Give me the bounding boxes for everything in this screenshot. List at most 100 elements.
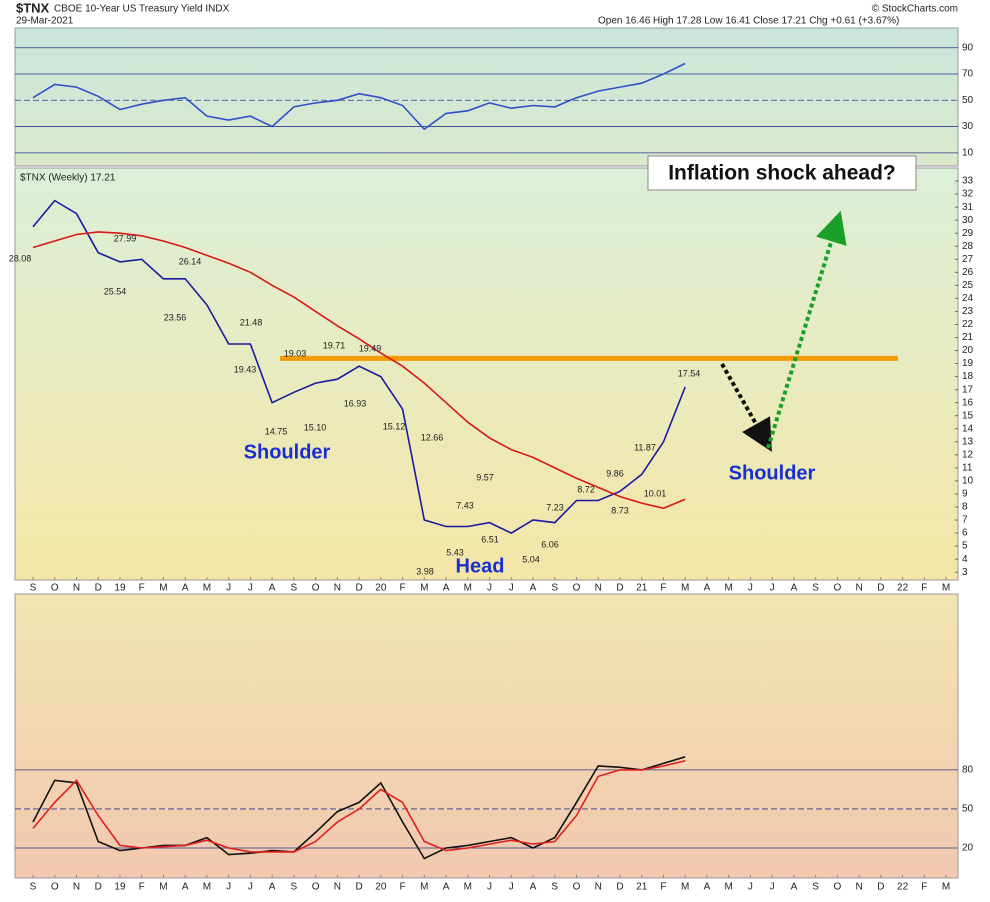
x-tick-label: N [334,882,341,893]
y-tick-label: 50 [962,95,974,106]
y-tick-label: 90 [962,42,974,53]
x-tick-label: D [877,882,884,893]
y-tick-label: 70 [962,69,974,80]
x-tick-label: N [334,583,341,594]
x-tick-label: 21 [636,583,648,594]
x-tick-label: M [203,583,211,594]
x-tick-label: A [704,583,711,594]
y-tick-label: 26 [962,267,974,278]
price-label: 19.03 [284,348,307,358]
series-line [32,231,686,510]
symbol: $TNX [16,0,50,15]
shoulder-label: Shoulder [729,462,816,484]
x-tick-label: 20 [375,583,387,594]
price-label: 6.06 [541,539,559,549]
quote: Open 16.46 High 17.28 Low 16.41 Close 17… [598,16,899,27]
x-tick-label: D [616,583,623,594]
y-tick-label: 5 [962,541,968,552]
x-tick-label: N [856,583,863,594]
x-tick-label: S [291,583,298,594]
x-tick-label: J [248,882,253,893]
x-tick-label: M [942,583,950,594]
x-tick-label: D [877,583,884,594]
x-tick-label: A [443,882,450,893]
x-tick-label: M [725,882,733,893]
x-tick-label: M [420,583,428,594]
price-label: 14.75 [265,426,288,436]
up-arrow [766,210,847,449]
x-tick-label: M [159,882,167,893]
x-tick-label: A [704,882,711,893]
x-tick-label: J [487,583,492,594]
x-tick-label: J [770,583,775,594]
price-panel [14,167,959,581]
x-tick-label: O [51,583,59,594]
price-label: 23.56 [164,312,187,322]
y-tick-label: 80 [962,765,974,776]
x-tick-label: A [269,882,276,893]
shoulder-label: Shoulder [244,441,331,463]
callout: Inflation shock ahead? [668,162,896,185]
price-label: 19.49 [359,343,382,353]
x-tick-label: N [856,882,863,893]
y-tick-label: 15 [962,410,974,421]
x-tick-label: M [464,583,472,594]
y-tick-label: 30 [962,215,974,226]
y-tick-label: 17 [962,384,974,395]
price-label: 15.10 [304,422,327,432]
x-tick-label: F [921,583,927,594]
y-tick-label: 23 [962,306,974,317]
x-tick-label: A [791,583,798,594]
x-tick-label: D [355,583,362,594]
y-tick-label: 16 [962,397,974,408]
x-tick-label: S [30,583,37,594]
price-label: 9.86 [606,468,624,478]
x-tick-label: 19 [114,882,126,893]
x-tick-label: M [725,583,733,594]
x-tick-label: M [681,583,689,594]
y-tick-label: 18 [962,371,974,382]
price-label: 9.57 [476,472,494,482]
x-tick-label: D [95,882,102,893]
price-label: 28.08 [9,253,32,263]
x-tick-label: J [487,882,492,893]
price-label: 19.71 [323,340,346,350]
x-tick-label: M [159,583,167,594]
price-label: 3.98 [416,566,434,576]
y-tick-label: 6 [962,528,968,539]
y-tick-label: 20 [962,843,974,854]
y-tick-label: 19 [962,358,974,369]
y-tick-label: 13 [962,436,974,447]
y-tick-label: 4 [962,554,968,565]
y-tick-label: 50 [962,804,974,815]
source: © StockCharts.com [872,4,958,15]
x-tick-label: M [203,882,211,893]
series-line [32,199,686,535]
x-tick-label: F [921,882,927,893]
x-tick-label: F [660,583,666,594]
x-tick-label: M [420,882,428,893]
x-tick-label: 22 [897,882,909,893]
y-tick-label: 28 [962,241,974,252]
x-tick-label: M [942,882,950,893]
price-label: 27.99 [114,233,137,243]
price-label: 5.43 [446,547,464,557]
x-tick-label: J [770,882,775,893]
series-line [32,760,686,853]
y-tick-label: 30 [962,121,974,132]
price-label: 8.72 [577,484,595,494]
price-label: 11.87 [634,442,656,452]
x-tick-label: N [595,583,602,594]
x-tick-label: J [226,583,231,594]
x-tick-label: S [291,882,298,893]
x-tick-label: O [833,882,841,893]
series-line [32,62,686,131]
price-label: 25.54 [104,286,127,296]
y-tick-label: 22 [962,319,974,330]
y-tick-label: 27 [962,254,974,265]
x-tick-label: M [464,882,472,893]
x-tick-label: M [681,882,689,893]
x-tick-label: A [269,583,276,594]
stoch-panel [14,593,959,879]
x-tick-label: O [573,882,581,893]
